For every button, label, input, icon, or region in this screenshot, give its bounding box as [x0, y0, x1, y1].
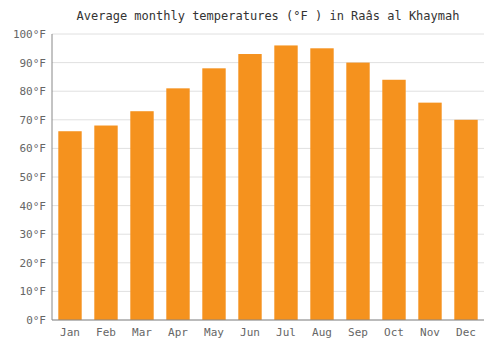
bar [130, 111, 153, 320]
x-tick-label: Jul [276, 326, 296, 339]
grid-line [52, 62, 484, 63]
x-tick-label: Jun [240, 326, 260, 339]
grid [52, 34, 484, 320]
x-tick-label: Oct [384, 326, 404, 339]
bar [310, 48, 333, 320]
x-axis-line [52, 320, 484, 321]
y-tick-label: 80°F [20, 85, 47, 98]
x-tick-label: Dec [456, 326, 476, 339]
bar [202, 68, 225, 320]
x-tick-label: Aug [312, 326, 332, 339]
y-tick-label: 0°F [26, 314, 46, 327]
x-tick-label: Nov [420, 326, 440, 339]
x-axis: Jan Feb Mar Apr May Jun Jul Aug Sep Oct Nov Dec [60, 326, 476, 339]
y-tick-label: 40°F [20, 200, 47, 213]
y-tick-label: 100°F [13, 28, 46, 41]
bar [58, 131, 81, 320]
y-tick-label: 30°F [20, 228, 47, 241]
page: {"chart_data": {"type": "bar", "title": … [0, 0, 500, 350]
bar [418, 103, 441, 320]
bar [94, 126, 117, 320]
x-tick-label: Mar [132, 326, 152, 339]
bar [166, 88, 189, 320]
y-axis: 0°F 10°F 20°F 30°F 40°F 50°F 60°F 70°F 80°F 90°F 1… [13, 28, 46, 327]
x-tick-label: Jan [60, 326, 80, 339]
x-tick-label: May [204, 326, 224, 339]
bar [274, 45, 297, 320]
title: Average monthly temperatures (°F ) in Ra… [77, 9, 460, 23]
grid-line [52, 320, 484, 321]
bars [58, 45, 477, 320]
chart-container: Average monthly temperatures (°F ) in Ra… [0, 0, 500, 350]
chart: Average monthly temperatures (°F ) in Ra… [0, 0, 500, 350]
bar [454, 120, 477, 320]
y-tick-label: 70°F [20, 114, 47, 127]
y-tick-label: 10°F [20, 285, 47, 298]
y-tick-label: 90°F [20, 57, 47, 70]
y-tick-label: 50°F [20, 171, 47, 184]
x-tick-label: Apr [168, 326, 188, 339]
grid-line [52, 34, 484, 35]
bar [382, 80, 405, 320]
x-tick-label: Feb [96, 326, 116, 339]
bar [238, 54, 261, 320]
bar [346, 63, 369, 320]
y-tick-label: 20°F [20, 257, 47, 270]
grid-line [52, 91, 484, 92]
x-tick-label: Sep [348, 326, 368, 339]
y-tick-label: 60°F [20, 142, 47, 155]
y-axis-line [52, 34, 53, 320]
